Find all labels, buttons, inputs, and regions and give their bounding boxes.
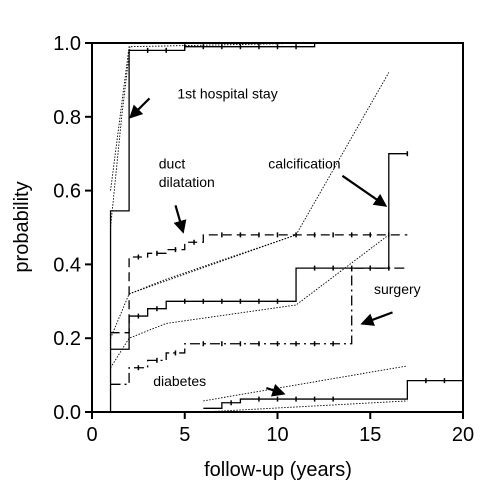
series-diabetes — [203, 365, 463, 413]
y-tick-label: 0.0 — [53, 402, 81, 424]
series-calcification — [110, 72, 409, 350]
annotation-arrow-calcification — [341, 174, 388, 207]
x-tick-label: 15 — [359, 424, 381, 446]
annotation-surgery: surgery — [374, 281, 421, 297]
y-tick-label: 0.4 — [53, 254, 81, 276]
y-tick-label: 1.0 — [53, 33, 81, 55]
series-surgery — [110, 234, 408, 385]
annotation-layer: 1st hospital stay duct dilatation calcifica… — [129, 85, 421, 397]
x-tick-label: 20 — [452, 424, 474, 446]
series-1st-hospital-stay — [109, 42, 316, 412]
annotation-arrow-1st-hospital-stay — [129, 97, 151, 119]
annotation-1st-hospital-stay: 1st hospital stay — [177, 85, 277, 101]
x-tick-label: 5 — [179, 424, 190, 446]
annotation-arrow-diabetes — [266, 383, 286, 397]
annotation-arrow-surgery — [360, 311, 393, 326]
series-layer — [109, 42, 463, 413]
x-tick-label: 0 — [86, 424, 97, 446]
y-tick-label: 0.8 — [53, 107, 81, 129]
annotation-calcification: calcification — [268, 155, 340, 171]
annotation-dilatation: dilatation — [159, 174, 215, 190]
fit-curve-diabetes — [203, 365, 408, 402]
annotation-diabetes: diabetes — [153, 373, 206, 389]
fit-curve-1st-hospital-stay — [110, 46, 131, 383]
x-tick-label: 10 — [266, 424, 288, 446]
y-tick-label: 0.2 — [53, 328, 81, 350]
fit-curve-1st-hospital-stay — [110, 42, 315, 191]
annotation-duct: duct — [159, 155, 186, 171]
fit-curve-calcification — [128, 72, 390, 295]
x-axis-title: follow-up (years) — [204, 459, 352, 481]
step-line-1st-hospital-stay — [109, 43, 316, 412]
step-line-diabetes — [203, 379, 463, 409]
y-axis-ticks: 0.0 0.2 0.4 0.6 0.8 1.0 — [53, 33, 92, 424]
step-line-surgery — [110, 267, 408, 385]
annotation-arrow-dilatation — [173, 205, 187, 234]
step-line-duct-dilatation — [110, 234, 408, 334]
y-tick-label: 0.6 — [53, 181, 81, 203]
fit-curve-diabetes — [203, 400, 408, 413]
step-line-calcification — [110, 153, 408, 350]
y-axis-title: probability — [11, 181, 33, 272]
fit-curve-duct-dilatation — [110, 234, 297, 339]
x-axis-ticks: 0 5 10 15 20 — [86, 412, 474, 446]
